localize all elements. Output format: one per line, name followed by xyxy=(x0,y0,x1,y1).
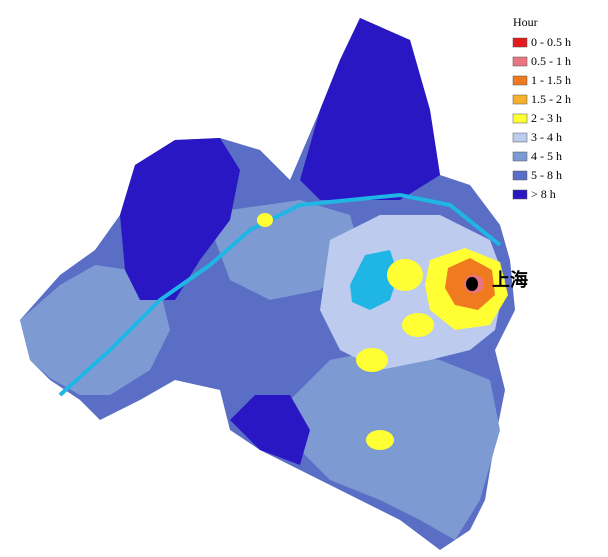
legend-title: Hour xyxy=(513,15,538,29)
region-over-8h xyxy=(300,18,440,200)
legend-swatch xyxy=(512,75,528,86)
legend-swatch xyxy=(512,132,528,143)
legend: Hour 0 - 0.5 h 0.5 - 1 h 1 - 1.5 h 1.5 - 2 … xyxy=(512,15,571,201)
legend-swatch xyxy=(512,94,528,105)
legend-label: 5 - 8 h xyxy=(531,168,562,182)
region-2-3h xyxy=(257,213,273,227)
region-4-5h xyxy=(20,265,170,395)
legend-swatch xyxy=(512,151,528,162)
legend-label: 1.5 - 2 h xyxy=(531,92,571,106)
lake xyxy=(350,250,398,310)
legend-label: 2 - 3 h xyxy=(531,111,562,125)
legend-swatch xyxy=(512,37,528,48)
region-over-8h xyxy=(120,138,240,300)
legend-label: 0 - 0.5 h xyxy=(531,35,571,49)
legend-label: 1 - 1.5 h xyxy=(531,73,571,87)
region-2-3h xyxy=(366,430,394,450)
region-4-5h xyxy=(215,200,360,300)
region-over-8h xyxy=(230,395,310,465)
map-regions xyxy=(20,18,515,550)
city-marker xyxy=(466,277,478,291)
region-2-3h xyxy=(387,259,423,291)
legend-swatch xyxy=(512,170,528,181)
legend-label: 3 - 4 h xyxy=(531,130,562,144)
legend-swatch xyxy=(512,56,528,67)
legend-swatch xyxy=(512,189,528,200)
legend-label: > 8 h xyxy=(531,187,556,201)
region-4-5h xyxy=(290,350,500,540)
river xyxy=(58,192,502,397)
legend-swatch xyxy=(512,113,528,124)
city-label: 上海 xyxy=(492,269,528,291)
region-2-3h xyxy=(356,348,388,372)
region-2-3h xyxy=(402,313,434,337)
legend-label: 4 - 5 h xyxy=(531,149,562,163)
legend-label: 0.5 - 1 h xyxy=(531,54,571,68)
